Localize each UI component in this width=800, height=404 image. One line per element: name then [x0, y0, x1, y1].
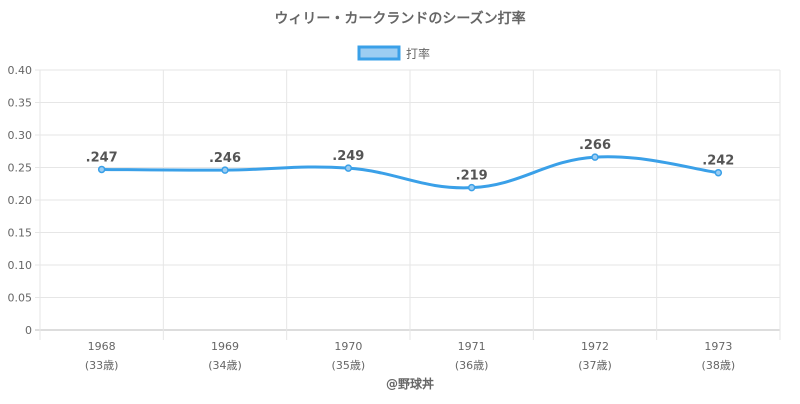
data-point[interactable]: [344, 164, 353, 172]
legend[interactable]: 打率: [357, 45, 430, 61]
y-tick-label: 0.25: [8, 162, 33, 175]
y-tick-label: 0: [25, 324, 32, 337]
chart-title: ウィリー・カークランドのシーズン打率: [274, 10, 525, 27]
legend-label: 打率: [406, 46, 430, 61]
data-point[interactable]: [591, 153, 599, 161]
data-point[interactable]: [714, 168, 723, 177]
x-tick-age: (36歳): [455, 359, 489, 372]
y-tick-label: 0.20: [8, 194, 33, 207]
data-label: .249: [332, 149, 364, 164]
x-tick-age: (37歳): [578, 359, 612, 372]
x-tick-label: 1969: [211, 340, 239, 353]
x-tick-age: (34歳): [208, 359, 242, 372]
data-label: .219: [456, 169, 488, 184]
x-tick-label: 1973: [704, 340, 732, 353]
data-label: .246: [209, 151, 241, 166]
footer-credit: @野球丼: [386, 376, 434, 391]
data-point[interactable]: [221, 166, 229, 174]
x-tick-age: (33歳): [85, 359, 119, 372]
y-tick-label: 0.40: [8, 64, 33, 77]
y-tick-label: 0.10: [8, 259, 33, 272]
data-label: .242: [702, 154, 734, 169]
y-tick-label: 0.30: [8, 129, 33, 142]
x-tick-label: 1971: [458, 340, 486, 353]
data-point[interactable]: [467, 183, 476, 192]
legend-swatch: [357, 45, 401, 61]
data-label: .266: [579, 138, 611, 153]
x-tick-label: 1968: [88, 340, 116, 353]
x-tick-age: (38歳): [702, 359, 736, 372]
data-label: .247: [86, 150, 118, 165]
x-tick-label: 1972: [581, 340, 609, 353]
y-tick-label: 0.35: [8, 97, 33, 110]
series-line: [101, 155, 719, 190]
y-tick-label: 0.05: [8, 292, 33, 305]
x-tick-label: 1970: [334, 340, 362, 353]
x-tick-age: (35歳): [332, 359, 366, 372]
y-tick-label: 0.15: [8, 227, 33, 240]
data-point[interactable]: [97, 165, 106, 174]
